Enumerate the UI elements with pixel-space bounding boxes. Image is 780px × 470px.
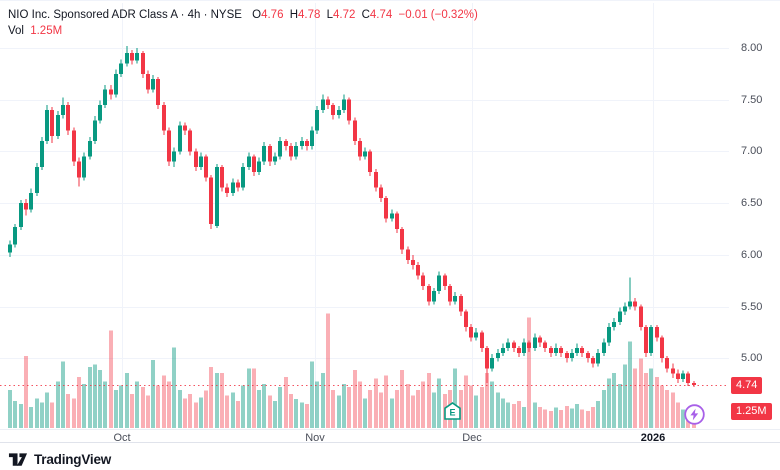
time-axis-label: Dec [462, 432, 482, 444]
earnings-marker-icon[interactable]: E [444, 402, 461, 425]
chart-widget: NIO Inc. Sponsored ADR Class A · 4h · NY… [0, 0, 780, 445]
lightning-icon[interactable] [683, 403, 706, 431]
svg-text:E: E [449, 408, 455, 418]
low-label: L [326, 9, 333, 21]
close-value: 4.74 [369, 9, 393, 21]
legend-volume-line: Vol 1.25M [8, 24, 478, 38]
open-label: O [252, 9, 262, 21]
time-axis-label: 2026 [640, 432, 666, 444]
price-axis-label: 7.50 [741, 93, 763, 106]
volume-value: 1.25M [30, 25, 63, 37]
tradingview-logo-icon[interactable] [8, 452, 28, 467]
high-value: 4.78 [298, 9, 321, 21]
legend: NIO Inc. Sponsored ADR Class A · 4h · NY… [8, 8, 478, 38]
grid [0, 3, 729, 428]
volume-badge: 1.25M [731, 403, 772, 420]
high-label: H [289, 9, 298, 21]
current-price-badge: 4.74 [731, 376, 763, 394]
close-label: C [361, 9, 370, 21]
volume-bars [8, 313, 696, 428]
symbol-description[interactable]: NIO Inc. Sponsored ADR Class A · 4h · NY… [8, 9, 242, 21]
open-value: 4.76 [261, 9, 284, 21]
legend-symbol-line: NIO Inc. Sponsored ADR Class A · 4h · NY… [8, 8, 478, 22]
footer: TradingView [8, 452, 111, 467]
change-value: −0.01 (−0.32%) [398, 9, 478, 21]
price-axis-label: 5.50 [741, 300, 763, 313]
time-axis-label: Oct [113, 432, 131, 444]
price-axis-label: 6.00 [741, 248, 763, 261]
candles [8, 45, 696, 388]
price-axis-label: 7.00 [741, 145, 763, 158]
time-axis-label: Nov [305, 432, 325, 444]
low-value: 4.72 [333, 9, 356, 21]
price-axis-label: 5.00 [741, 352, 763, 365]
price-axis-label: 8.00 [741, 42, 763, 54]
tradingview-logo-text[interactable]: TradingView [34, 452, 112, 467]
candlestick-chart[interactable] [0, 1, 780, 429]
price-axis[interactable]: 4.74 1.25M 8.00 7.50 7.00 6.50 6.00 5.50 5.00 [730, 1, 780, 429]
price-axis-label: 6.50 [741, 197, 763, 210]
time-axis[interactable]: Oct Nov Dec 2026 [0, 429, 780, 445]
volume-label: Vol [8, 25, 24, 37]
